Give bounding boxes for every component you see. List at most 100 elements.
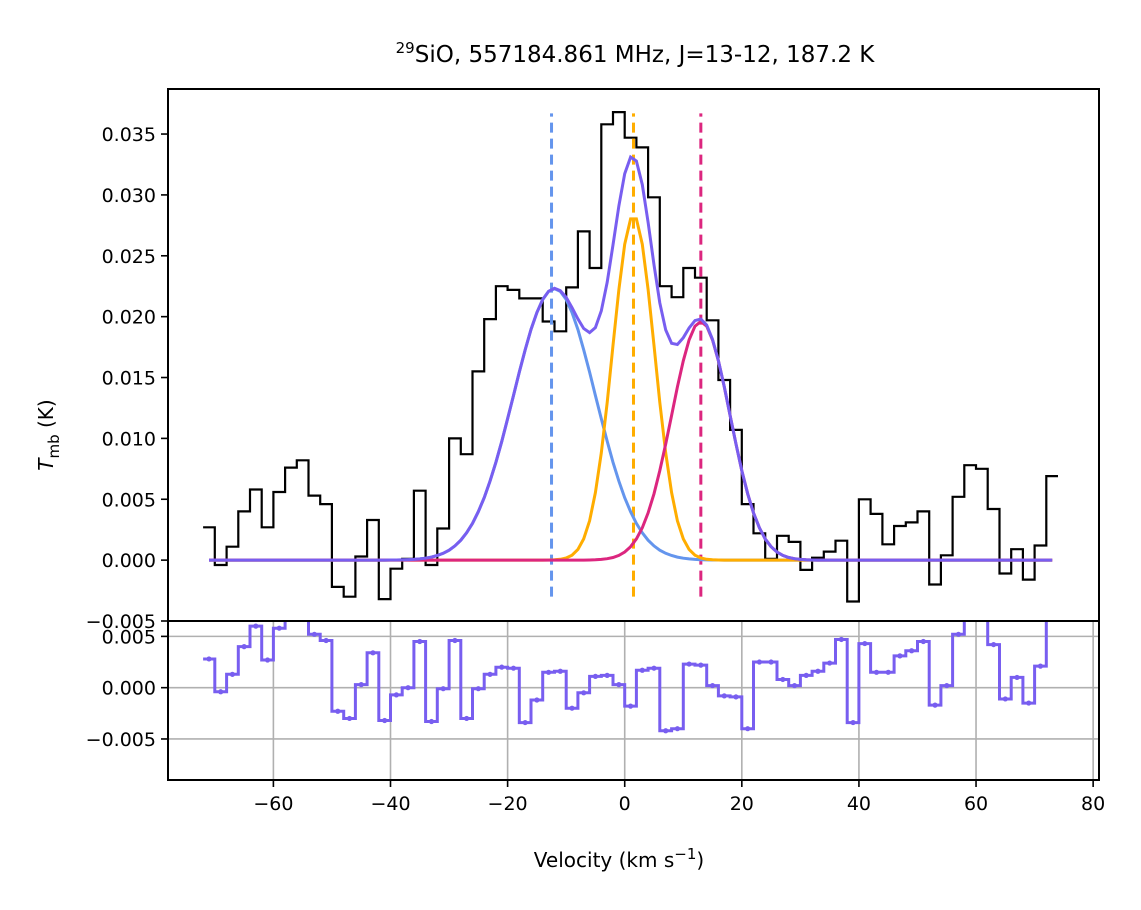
y-tick-label-top: 0.005 xyxy=(102,489,156,511)
x-axis-label-main: Velocity (km s xyxy=(534,848,674,872)
residual-point xyxy=(604,672,610,678)
total-fit-line xyxy=(209,154,1053,562)
residual-point xyxy=(674,726,681,732)
y-axis-label: Tmb (K) xyxy=(34,399,63,470)
residual-point xyxy=(885,669,891,675)
residual-point xyxy=(745,726,751,732)
x-tick-label: 60 xyxy=(964,793,988,815)
y-axis-label-subscript: mb xyxy=(45,434,63,458)
residual-point xyxy=(815,668,821,674)
residual-point xyxy=(979,608,984,613)
y-tick-label-bottom: 0.000 xyxy=(102,678,156,700)
residual-point xyxy=(311,631,317,637)
x-tick-label: 0 xyxy=(619,793,631,815)
residual-point xyxy=(229,671,236,677)
x-axis-label-end: ) xyxy=(696,848,704,872)
residual-point xyxy=(253,623,259,629)
gaussian-component-3 xyxy=(209,319,1053,562)
residual-point xyxy=(616,682,622,688)
residual-point xyxy=(393,692,399,698)
residual-point xyxy=(920,638,926,645)
residual-point xyxy=(323,637,329,644)
residual-point xyxy=(780,676,786,683)
residual-plot-area xyxy=(168,600,1099,780)
residual-point xyxy=(417,638,423,645)
residual-point xyxy=(452,637,458,644)
residual-point xyxy=(733,694,739,700)
residual-point xyxy=(1037,663,1044,669)
residual-point xyxy=(557,668,563,674)
residual-point xyxy=(522,719,528,726)
residual-point xyxy=(639,667,645,673)
chart-title: 29SiO, 557184.861 MHz, J=13-12, 187.2 K xyxy=(396,39,876,68)
residual-panel-frame xyxy=(167,620,1100,781)
residual-point xyxy=(464,715,470,722)
residual-point xyxy=(206,656,212,662)
residual-point xyxy=(838,636,844,643)
residual-point xyxy=(382,717,388,724)
y-axis-label-symbol: T xyxy=(34,457,58,471)
residual-point xyxy=(358,682,364,688)
residual-point xyxy=(264,657,271,663)
residual-point xyxy=(276,625,282,631)
gaussian-component-1 xyxy=(209,287,1053,562)
x-axis-label-superscript: −1 xyxy=(674,845,696,863)
residual-point xyxy=(370,650,376,656)
residual-point xyxy=(768,659,774,665)
title-superscript: 29 xyxy=(396,39,415,57)
x-axis-label: Velocity (km s−1) xyxy=(534,845,704,872)
residual-point xyxy=(475,686,481,692)
x-tick-label: −60 xyxy=(253,793,293,815)
residual-point xyxy=(1026,700,1032,706)
residual-point xyxy=(592,673,599,679)
y-tick-label-bottom: 0.005 xyxy=(102,626,156,648)
residual-point xyxy=(909,648,915,654)
y-tick-label-top: 0.030 xyxy=(102,185,156,207)
residual-point xyxy=(791,683,798,689)
y-tick-label-top: 0.025 xyxy=(102,246,156,268)
residual-point xyxy=(241,644,247,650)
residual-line xyxy=(203,621,1048,733)
residual-point xyxy=(510,665,517,671)
residual-panel: −0.005 0.000 0.005 −60 −40 −20 0 20 40 60 80 xyxy=(86,600,1105,815)
y-tick-label-top: 0.010 xyxy=(102,428,156,450)
residual-point xyxy=(335,708,341,714)
residual-point xyxy=(346,715,353,722)
residual-point xyxy=(721,693,727,699)
x-tick-label: 80 xyxy=(1081,793,1105,815)
residual-point xyxy=(756,659,762,665)
residual-point xyxy=(850,719,856,726)
y-tick-label-top: 0.020 xyxy=(102,307,156,329)
residual-point xyxy=(440,686,446,692)
residual-point xyxy=(873,669,880,675)
residual-point xyxy=(569,705,575,711)
x-tick-label: 20 xyxy=(730,793,754,815)
residual-point xyxy=(499,664,505,670)
residual-point xyxy=(627,703,634,709)
residual-point xyxy=(288,606,293,611)
residual-point xyxy=(686,661,692,667)
residual-point xyxy=(651,665,657,671)
residual-point xyxy=(1014,674,1020,681)
residual-point xyxy=(932,702,938,708)
residual-point xyxy=(698,662,704,668)
residual-point xyxy=(944,683,950,689)
observed-spectrum-line xyxy=(203,111,1058,603)
residual-point xyxy=(862,640,868,647)
residual-point xyxy=(803,672,809,678)
spectrum-panel: −0.005 0.000 0.005 0.010 0.015 0.020 0.025 0.03… xyxy=(86,88,1100,633)
y-tick-label-top: −0.005 xyxy=(86,611,156,633)
residual-point xyxy=(709,683,716,689)
residual-point xyxy=(405,685,411,691)
residual-point xyxy=(300,600,305,605)
y-tick-label-bottom: −0.005 xyxy=(86,729,156,751)
residual-point xyxy=(1002,696,1008,702)
residual-point xyxy=(897,653,903,659)
y-tick-label-top: 0.000 xyxy=(102,550,156,572)
residual-point xyxy=(663,728,669,734)
residual-point xyxy=(218,689,224,695)
x-tick-label: −40 xyxy=(370,793,410,815)
residual-point xyxy=(545,669,552,675)
residual-point xyxy=(968,605,973,610)
